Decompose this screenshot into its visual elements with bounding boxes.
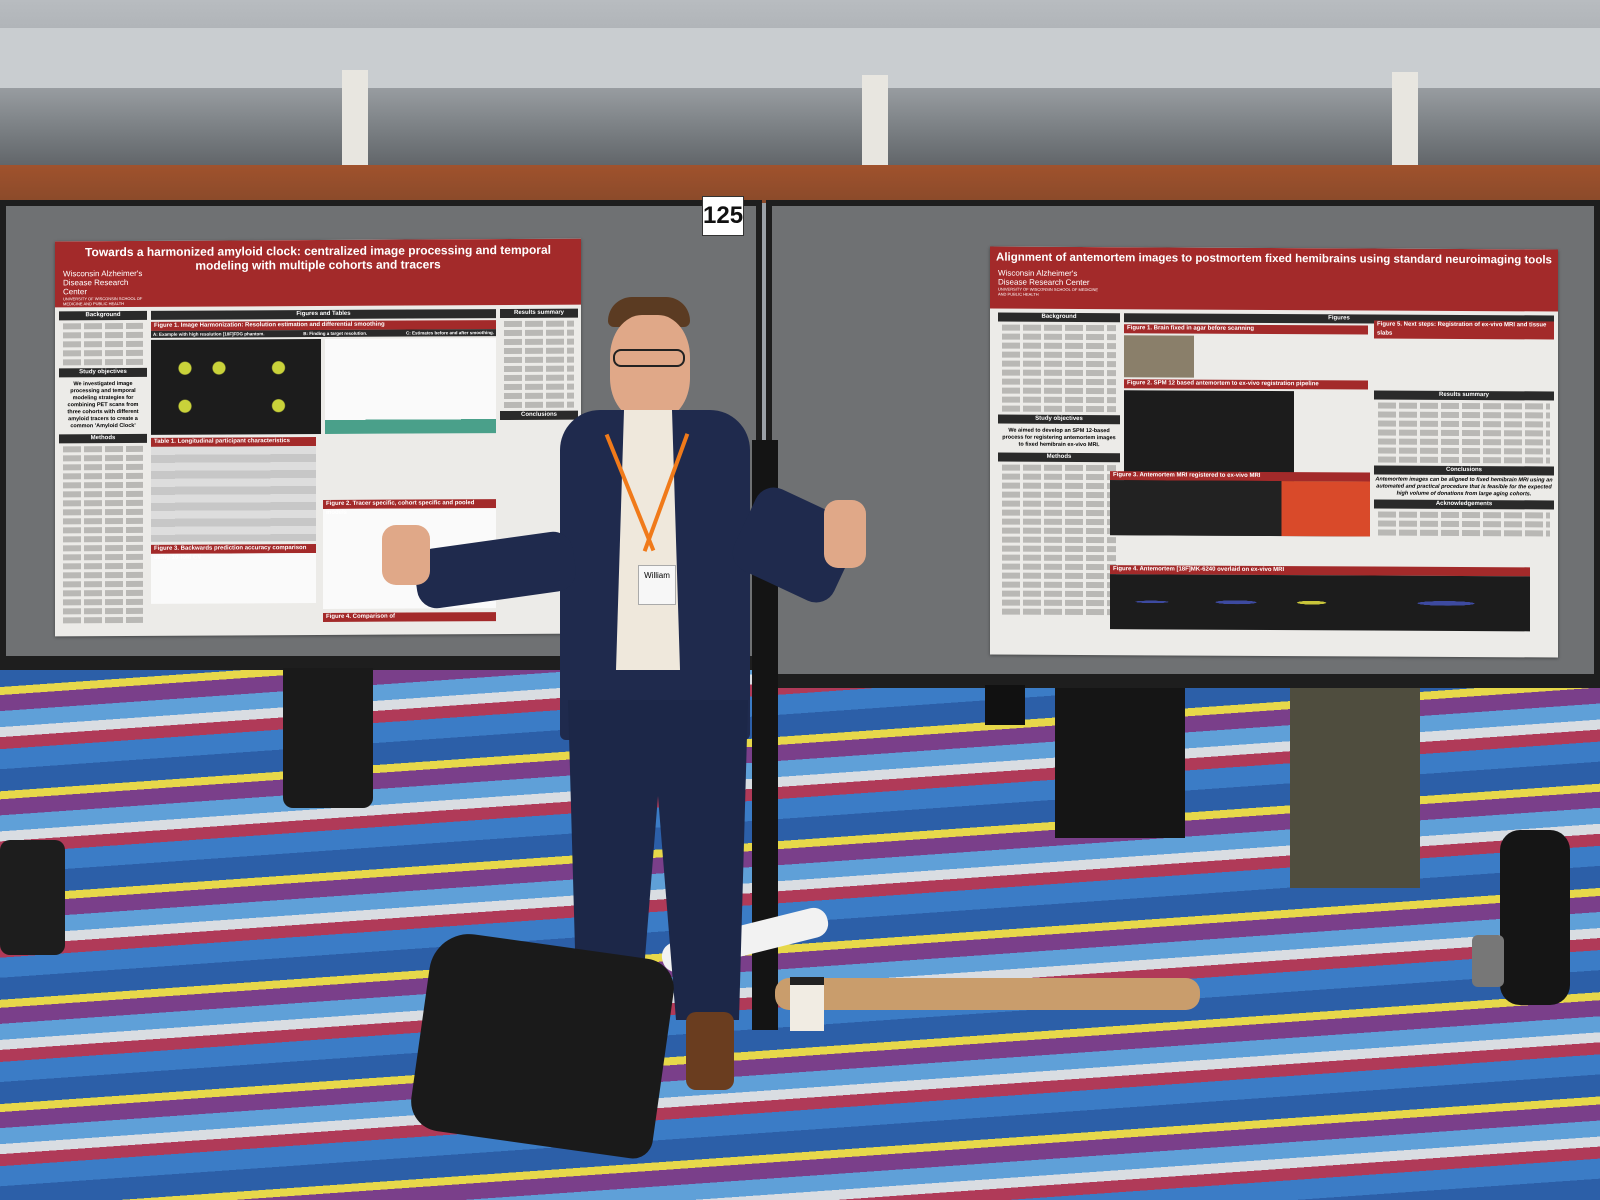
- poster-header: Towards a harmonized amyloid clock: cent…: [55, 238, 581, 308]
- figure-header: Figure 5. Next steps: Registration of ex…: [1374, 320, 1554, 340]
- section-header: Figures and Tables: [151, 309, 496, 320]
- wood-trim: [0, 165, 1600, 203]
- name-badge: William: [638, 565, 676, 605]
- conclusions-text: Antemortem images can be aligned to fixe…: [1375, 476, 1553, 498]
- figure-header: Figure 2. SPM 12 based antemortem to ex-…: [1124, 379, 1368, 390]
- section-header: Study objectives: [59, 367, 147, 378]
- water-bottle: [1472, 935, 1504, 987]
- coffee-cup: [790, 977, 824, 1031]
- person-legs-background: [1290, 688, 1420, 888]
- objectives-text: We aimed to develop an SPM 12-based proc…: [1002, 427, 1116, 449]
- ceiling-column: [862, 75, 888, 175]
- figure-header: Figure 1. Brain fixed in agar before sca…: [1124, 324, 1368, 335]
- section-header: Study objectives: [998, 414, 1120, 425]
- ceiling-beam: [0, 28, 1600, 88]
- ceiling-column: [1392, 72, 1418, 172]
- section-header: Background: [59, 310, 147, 321]
- right-column: Figure 5. Next steps: Registration of ex…: [1374, 320, 1554, 540]
- shoe: [686, 1012, 734, 1090]
- face: [610, 315, 690, 420]
- black-backpack-right: [1500, 830, 1570, 1005]
- section-header: Methods: [59, 433, 147, 444]
- table-figure: [151, 446, 316, 542]
- left-column: Background Study objectives We investiga…: [59, 309, 147, 626]
- section-header: Results summary: [1374, 390, 1554, 401]
- thumbs-up-hand-left: [382, 525, 430, 585]
- figure-header: Figure 4. Comparison of: [323, 612, 496, 622]
- black-bag: [0, 840, 65, 955]
- phantom-figure: [151, 338, 321, 435]
- person-legs-background: [283, 668, 373, 808]
- section-header: Conclusions: [500, 410, 578, 421]
- person-legs-background: [985, 685, 1025, 725]
- mri-slices-figure: [1110, 480, 1370, 537]
- figure-4-block: Figure 4. Antemortem [18F]MK-6240 overla…: [1110, 565, 1530, 632]
- ceiling-column: [342, 70, 368, 170]
- figure-header: Figure 3. Antemortem MRI registered to e…: [1110, 471, 1370, 482]
- figure-3-block: Figure 3. Antemortem MRI registered to e…: [1110, 471, 1370, 537]
- histogram-figure: [325, 338, 496, 434]
- figure-header: Figure 2. Tracer specific, cohort specif…: [323, 499, 496, 516]
- figure-header: Figure 3. Backwards prediction accuracy …: [151, 544, 316, 561]
- section-header: Acknowledgements: [1374, 499, 1554, 510]
- black-backpack: [407, 928, 678, 1162]
- right-column: Results summary Conclusions: [500, 307, 578, 422]
- thumbs-up-hand-right: [824, 500, 866, 568]
- booth-number-sign: 125: [702, 196, 744, 236]
- poster-title: Alignment of antemortem images to postmo…: [996, 251, 1552, 267]
- poster-tube-cardboard: [775, 978, 1200, 1010]
- poster-right: Alignment of antemortem images to postmo…: [990, 246, 1558, 658]
- institution-logo: Wisconsin Alzheimer's Disease Research C…: [998, 268, 1099, 297]
- institution-logo: Wisconsin Alzheimer's Disease Research C…: [63, 268, 143, 307]
- pet-overlay-figure: [1110, 574, 1530, 632]
- glasses: [613, 349, 685, 367]
- section-header: Background: [998, 312, 1120, 323]
- figures-column: Figures Figure 1. Brain fixed in agar be…: [1124, 311, 1554, 492]
- section-header: Results summary: [500, 308, 578, 319]
- agar-brain-photo: [1124, 335, 1194, 378]
- section-header: Conclusions: [1374, 465, 1554, 476]
- objectives-text: We investigated image processing and tem…: [67, 380, 139, 430]
- section-header: Methods: [998, 452, 1120, 463]
- person-legs-background: [1055, 688, 1185, 838]
- left-column: Background Study objectives We aimed to …: [998, 311, 1120, 619]
- poster-header: Alignment of antemortem images to postmo…: [990, 246, 1558, 312]
